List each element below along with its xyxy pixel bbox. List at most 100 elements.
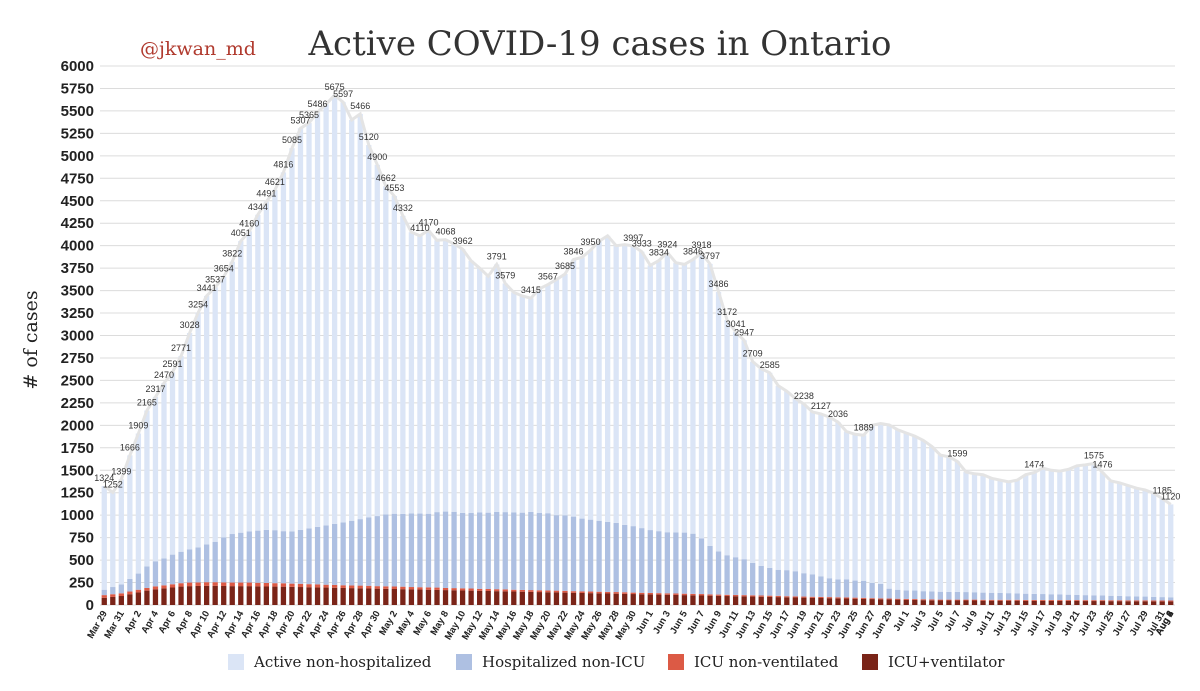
bar-icu-ventilator <box>169 587 176 605</box>
bar-icu-non-ventilated <box>860 597 867 599</box>
data-label: 4621 <box>265 177 285 187</box>
bar-active-non-hospitalized <box>417 235 423 514</box>
data-label: 3254 <box>188 300 208 310</box>
bar-icu-non-ventilated <box>1091 600 1097 602</box>
bar-icu-non-ventilated <box>988 599 995 601</box>
bar-active-non-hospitalized <box>878 423 884 584</box>
bar-hospitalized-non-icu <box>408 513 415 588</box>
bar-icu-non-ventilated <box>809 596 816 598</box>
data-label: 1120 <box>1161 491 1180 501</box>
bar-icu-ventilator <box>101 597 107 605</box>
data-label: 3415 <box>521 285 541 295</box>
bar-hospitalized-non-icu <box>997 592 1003 600</box>
bar-icu-ventilator <box>707 595 713 605</box>
bar-active-non-hospitalized <box>323 104 329 526</box>
bar-hospitalized-non-icu <box>152 561 159 587</box>
bar-hospitalized-non-icu <box>331 523 338 585</box>
bar-hospitalized-non-icu <box>886 588 892 599</box>
bar-icu-non-ventilated <box>238 582 244 587</box>
bar-hospitalized-non-icu <box>161 558 167 586</box>
bar-icu-non-ventilated <box>502 589 508 592</box>
bar-icu-non-ventilated <box>954 599 961 601</box>
bar-hospitalized-non-icu <box>477 512 483 589</box>
bar-active-non-hospitalized <box>1151 493 1157 597</box>
bar-active-non-hospitalized <box>1065 469 1071 595</box>
bar-active-non-hospitalized <box>946 456 952 592</box>
data-label: 5307 <box>290 115 310 125</box>
bar-hospitalized-non-icu <box>400 513 406 587</box>
bar-icu-non-ventilated <box>212 582 218 586</box>
bar-active-non-hospitalized <box>707 263 713 546</box>
data-label: 3685 <box>555 261 575 271</box>
bar-icu-ventilator <box>442 590 449 605</box>
bar-icu-ventilator <box>391 589 397 605</box>
bar-hospitalized-non-icu <box>1005 593 1012 600</box>
bar-hospitalized-non-icu <box>536 513 543 591</box>
data-label: 3486 <box>709 279 729 289</box>
bar-icu-ventilator <box>903 599 909 605</box>
bar-icu-non-ventilated <box>1099 600 1106 602</box>
data-label: 1666 <box>120 442 140 452</box>
bar-hospitalized-non-icu <box>1074 594 1080 601</box>
bar-icu-non-ventilated <box>792 596 798 598</box>
bar-active-non-hospitalized <box>383 186 389 515</box>
bar-icu-ventilator <box>1099 601 1106 605</box>
data-label: 4332 <box>393 203 413 213</box>
x-tick-label: Jul 5 <box>926 608 947 633</box>
data-label: 4160 <box>239 218 259 228</box>
bar-hospitalized-non-icu <box>1151 596 1157 601</box>
bar-icu-non-ventilated <box>255 582 261 587</box>
bar-hospitalized-non-icu <box>647 530 653 593</box>
chart-title: Active COVID-19 cases in Ontario <box>308 24 892 64</box>
bar-hospitalized-non-icu <box>417 513 423 588</box>
bar-icu-non-ventilated <box>946 599 952 601</box>
bar-icu-non-ventilated <box>673 593 679 595</box>
bar-icu-non-ventilated <box>1125 600 1131 602</box>
bar-hospitalized-non-icu <box>715 551 722 595</box>
bar-icu-non-ventilated <box>570 591 577 593</box>
bar-icu-ventilator <box>195 585 201 605</box>
bar-active-non-hospitalized <box>135 433 142 574</box>
bar-icu-ventilator <box>1065 600 1071 605</box>
bar-icu-non-ventilated <box>707 594 713 596</box>
bar-icu-non-ventilated <box>246 582 252 587</box>
bar-icu-non-ventilated <box>604 591 611 594</box>
bar-hospitalized-non-icu <box>869 582 875 599</box>
bar-icu-ventilator <box>502 591 508 605</box>
bar-icu-ventilator <box>818 597 824 605</box>
bar-hospitalized-non-icu <box>630 526 636 593</box>
bar-icu-non-ventilated <box>425 587 432 590</box>
bar-icu-non-ventilated <box>314 584 321 588</box>
bar-active-non-hospitalized <box>340 102 346 523</box>
y-axis-label: # of cases <box>20 290 42 389</box>
bar-hospitalized-non-icu <box>545 513 551 591</box>
bar-hospitalized-non-icu <box>502 512 508 590</box>
bar-active-non-hospitalized <box>408 232 415 514</box>
bar-icu-ventilator <box>954 600 961 605</box>
bar-icu-non-ventilated <box>741 595 747 597</box>
bar-icu-non-ventilated <box>434 587 440 590</box>
bar-hospitalized-non-icu <box>528 511 534 591</box>
bar-icu-non-ventilated <box>161 585 167 589</box>
bar-icu-non-ventilated <box>912 599 918 600</box>
y-tick-label: 1500 <box>61 462 94 479</box>
bar-icu-ventilator <box>1108 601 1114 605</box>
bar-icu-ventilator <box>127 594 133 605</box>
bar-hospitalized-non-icu <box>809 574 816 597</box>
bar-icu-non-ventilated <box>971 599 978 601</box>
bar-icu-ventilator <box>272 586 278 605</box>
bar-icu-ventilator <box>835 598 841 605</box>
data-label: 2317 <box>145 384 165 394</box>
legend-swatch <box>862 654 878 670</box>
bar-hospitalized-non-icu <box>340 522 346 586</box>
bar-icu-ventilator <box>613 593 619 605</box>
bar-active-non-hospitalized <box>545 284 551 514</box>
bar-hospitalized-non-icu <box>468 513 474 589</box>
data-label: 2771 <box>171 343 191 353</box>
bar-hospitalized-non-icu <box>391 513 397 587</box>
bar-icu-non-ventilated <box>835 597 841 599</box>
bar-icu-ventilator <box>767 596 773 605</box>
data-label: 2238 <box>794 391 814 401</box>
bar-hospitalized-non-icu <box>954 591 961 600</box>
